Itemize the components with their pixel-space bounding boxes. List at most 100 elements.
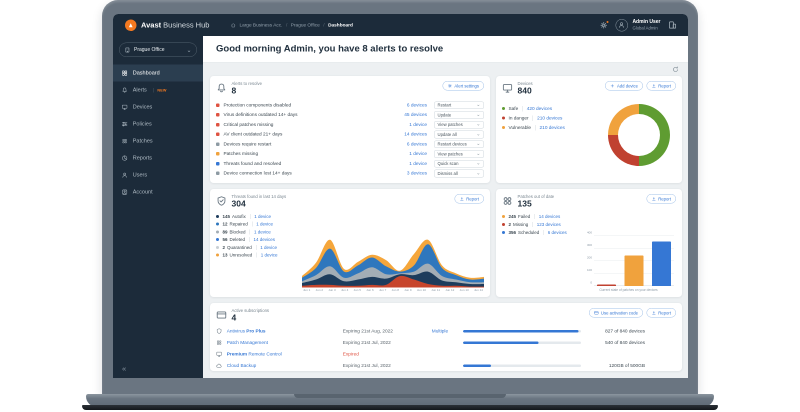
subscription-name-link[interactable]: Cloud Backup [226,363,257,369]
sidebar-item-users[interactable]: Users [113,167,203,184]
legend-devices-link[interactable]: 1 device [249,213,271,219]
bell-icon [122,87,127,93]
sidebar-item-label: Dashboard [132,70,160,76]
alert-devices-link[interactable]: 1 device [409,151,427,157]
subscription-multiple-link[interactable]: Multiple [431,328,449,335]
alert-devices-link[interactable]: 1 device [409,121,427,128]
card-title: Alerts to resolve [231,81,262,86]
alert-action-select[interactable]: Update all ⌄ [434,130,484,139]
sidebar-item-alerts[interactable]: Alerts NEW [113,82,203,99]
legend-dot [216,245,219,249]
alert-action-select[interactable]: Restart ⌄ [434,101,484,110]
use-activation-code-button[interactable]: Use activation code [589,308,643,318]
threats-report-button[interactable]: Report [454,194,484,204]
user-avatar[interactable] [615,18,628,32]
legend-devices-link[interactable]: 210 devices [535,124,565,131]
legend-devices-link[interactable]: 14 devices [249,237,275,243]
legend-devices-link[interactable]: 1 device [251,221,273,227]
user-menu[interactable]: Admin User Global Admin [632,19,660,31]
devices-donut-chart [608,103,670,166]
add-device-button[interactable]: Add device [605,81,643,91]
legend-devices-link[interactable]: 1 device [256,252,278,258]
threats-area-chart: Jun 1 Jun 2 Jun 3 Jun 4 Jun 5 Jun 6 Jun 7 Jun 8… [302,211,484,292]
dashboard-content: Alerts to resolve 8 Alert settings [203,62,688,378]
avast-logo-icon [125,19,137,31]
alert-row: Devices require restart 6 devices Restar… [216,139,484,149]
alert-devices-link[interactable]: 6 devices [406,141,427,147]
alert-action-select[interactable]: Update ⌄ [434,111,484,119]
subscriptions-report-button[interactable]: Report [646,308,676,318]
alert-action-select[interactable]: Restart devices ⌄ [434,140,484,149]
alert-label: Devices require restart [223,141,272,147]
legend-item: In danger 210 devices [502,115,565,121]
reports-icon [122,155,128,161]
breadcrumb-separator: / [323,22,325,28]
legend-devices-link[interactable]: 6 devices [543,229,567,235]
alert-label: Critical patches missing [223,121,274,128]
download-icon [460,197,464,201]
sidebar-item-account[interactable]: Account [113,184,203,201]
legend-dot [502,214,505,218]
laptop-base-edge [82,405,718,410]
breadcrumb-item[interactable]: Large Business Acc. [239,22,283,28]
legend-dot [502,126,505,130]
breadcrumb-item[interactable]: Prague Office [290,22,320,28]
legend-devices-link[interactable]: 1 device [255,244,277,250]
alert-settings-button[interactable]: Alert settings [442,81,484,91]
plus-icon [611,84,615,88]
sidebar-item-dashboard[interactable]: Dashboard [113,64,203,82]
sidebar-item-policies[interactable]: Policies [113,116,203,133]
settings-gear-icon[interactable] [599,19,610,30]
alert-devices-link[interactable]: 3 devices [406,170,427,177]
legend-devices-link[interactable]: 1 device [249,229,271,235]
notification-dot [605,19,610,24]
cards-grid: Alerts to resolve 8 Alert settings [210,76,682,371]
home-icon[interactable] [230,22,236,28]
sidebar-item-devices[interactable]: Devices [113,99,203,116]
patches-report-button[interactable]: Report [646,194,676,204]
alert-action-select[interactable]: Dismiss all ⌄ [434,169,484,178]
sidebar-item-patches[interactable]: Patches [113,133,203,150]
alert-action-select[interactable]: View patches ⌄ [434,150,484,158]
card-header: Patches out of date 135 Report [502,194,676,209]
devices-legend: Safe 420 devices In danger 210 devices [502,101,565,166]
patches-card: Patches out of date 135 Report [496,189,682,297]
subscription-name-link[interactable]: Antivirus Pro Plus [226,328,266,335]
alert-devices-link[interactable]: 45 devices [404,112,427,118]
x-tick-label: Jun 6 [366,289,374,292]
alert-severity-icon [216,142,220,146]
legend-devices-link[interactable]: 420 devices [522,105,552,112]
alert-label: AV client outdated 21+ days [223,131,283,138]
sidebar-item-label: Policies [132,121,152,127]
sidebar-item-reports[interactable]: Reports [113,150,203,167]
subscription-row: Cloud Backup Expiring 21st Jul, 2022 120… [216,362,676,370]
legend-devices-link[interactable]: 210 devices [532,115,562,121]
legend-devices-link[interactable]: 14 devices [534,213,560,219]
sidebar-collapse-icon[interactable]: « [122,364,127,374]
alert-severity-icon [216,161,220,166]
alert-devices-link[interactable]: 14 devices [404,131,427,138]
patches-icon [122,138,127,144]
x-tick-label: Jun 3 [328,289,336,292]
sidebar: Prague Office ⌄ Dashboard Alerts NEW Dev… [113,36,203,378]
brand-title: Avast Business Hub [141,20,210,30]
alert-row: Protection components disabled 6 devices… [216,100,484,110]
alert-devices-link[interactable]: 6 devices [406,102,427,108]
subscription-name-link[interactable]: Patch Management [226,340,268,346]
alert-action-select[interactable]: Quick scan ⌄ [434,159,484,168]
account-icon [122,189,128,195]
legend-item: Safe 420 devices [502,105,565,112]
legend-devices-link[interactable]: 123 devices [532,221,561,227]
alert-label: Threats found and resolved [223,160,282,167]
console-switch-icon[interactable] [668,21,677,30]
org-selector[interactable]: Prague Office ⌄ [119,42,197,57]
alert-devices-link[interactable]: 1 device [409,160,427,167]
patch-management-icon [216,340,222,346]
devices-report-button[interactable]: Report [646,81,676,91]
page-title: Good morning Admin, you have 8 alerts to… [216,43,444,55]
bar-plot: 0 100 200 300 400 [582,232,675,286]
alert-action-select[interactable]: View patches ⌄ [434,120,484,129]
subscription-name-link[interactable]: Premium Remote Control [226,351,282,358]
refresh-icon[interactable] [672,66,679,73]
legend-dot [502,222,505,226]
